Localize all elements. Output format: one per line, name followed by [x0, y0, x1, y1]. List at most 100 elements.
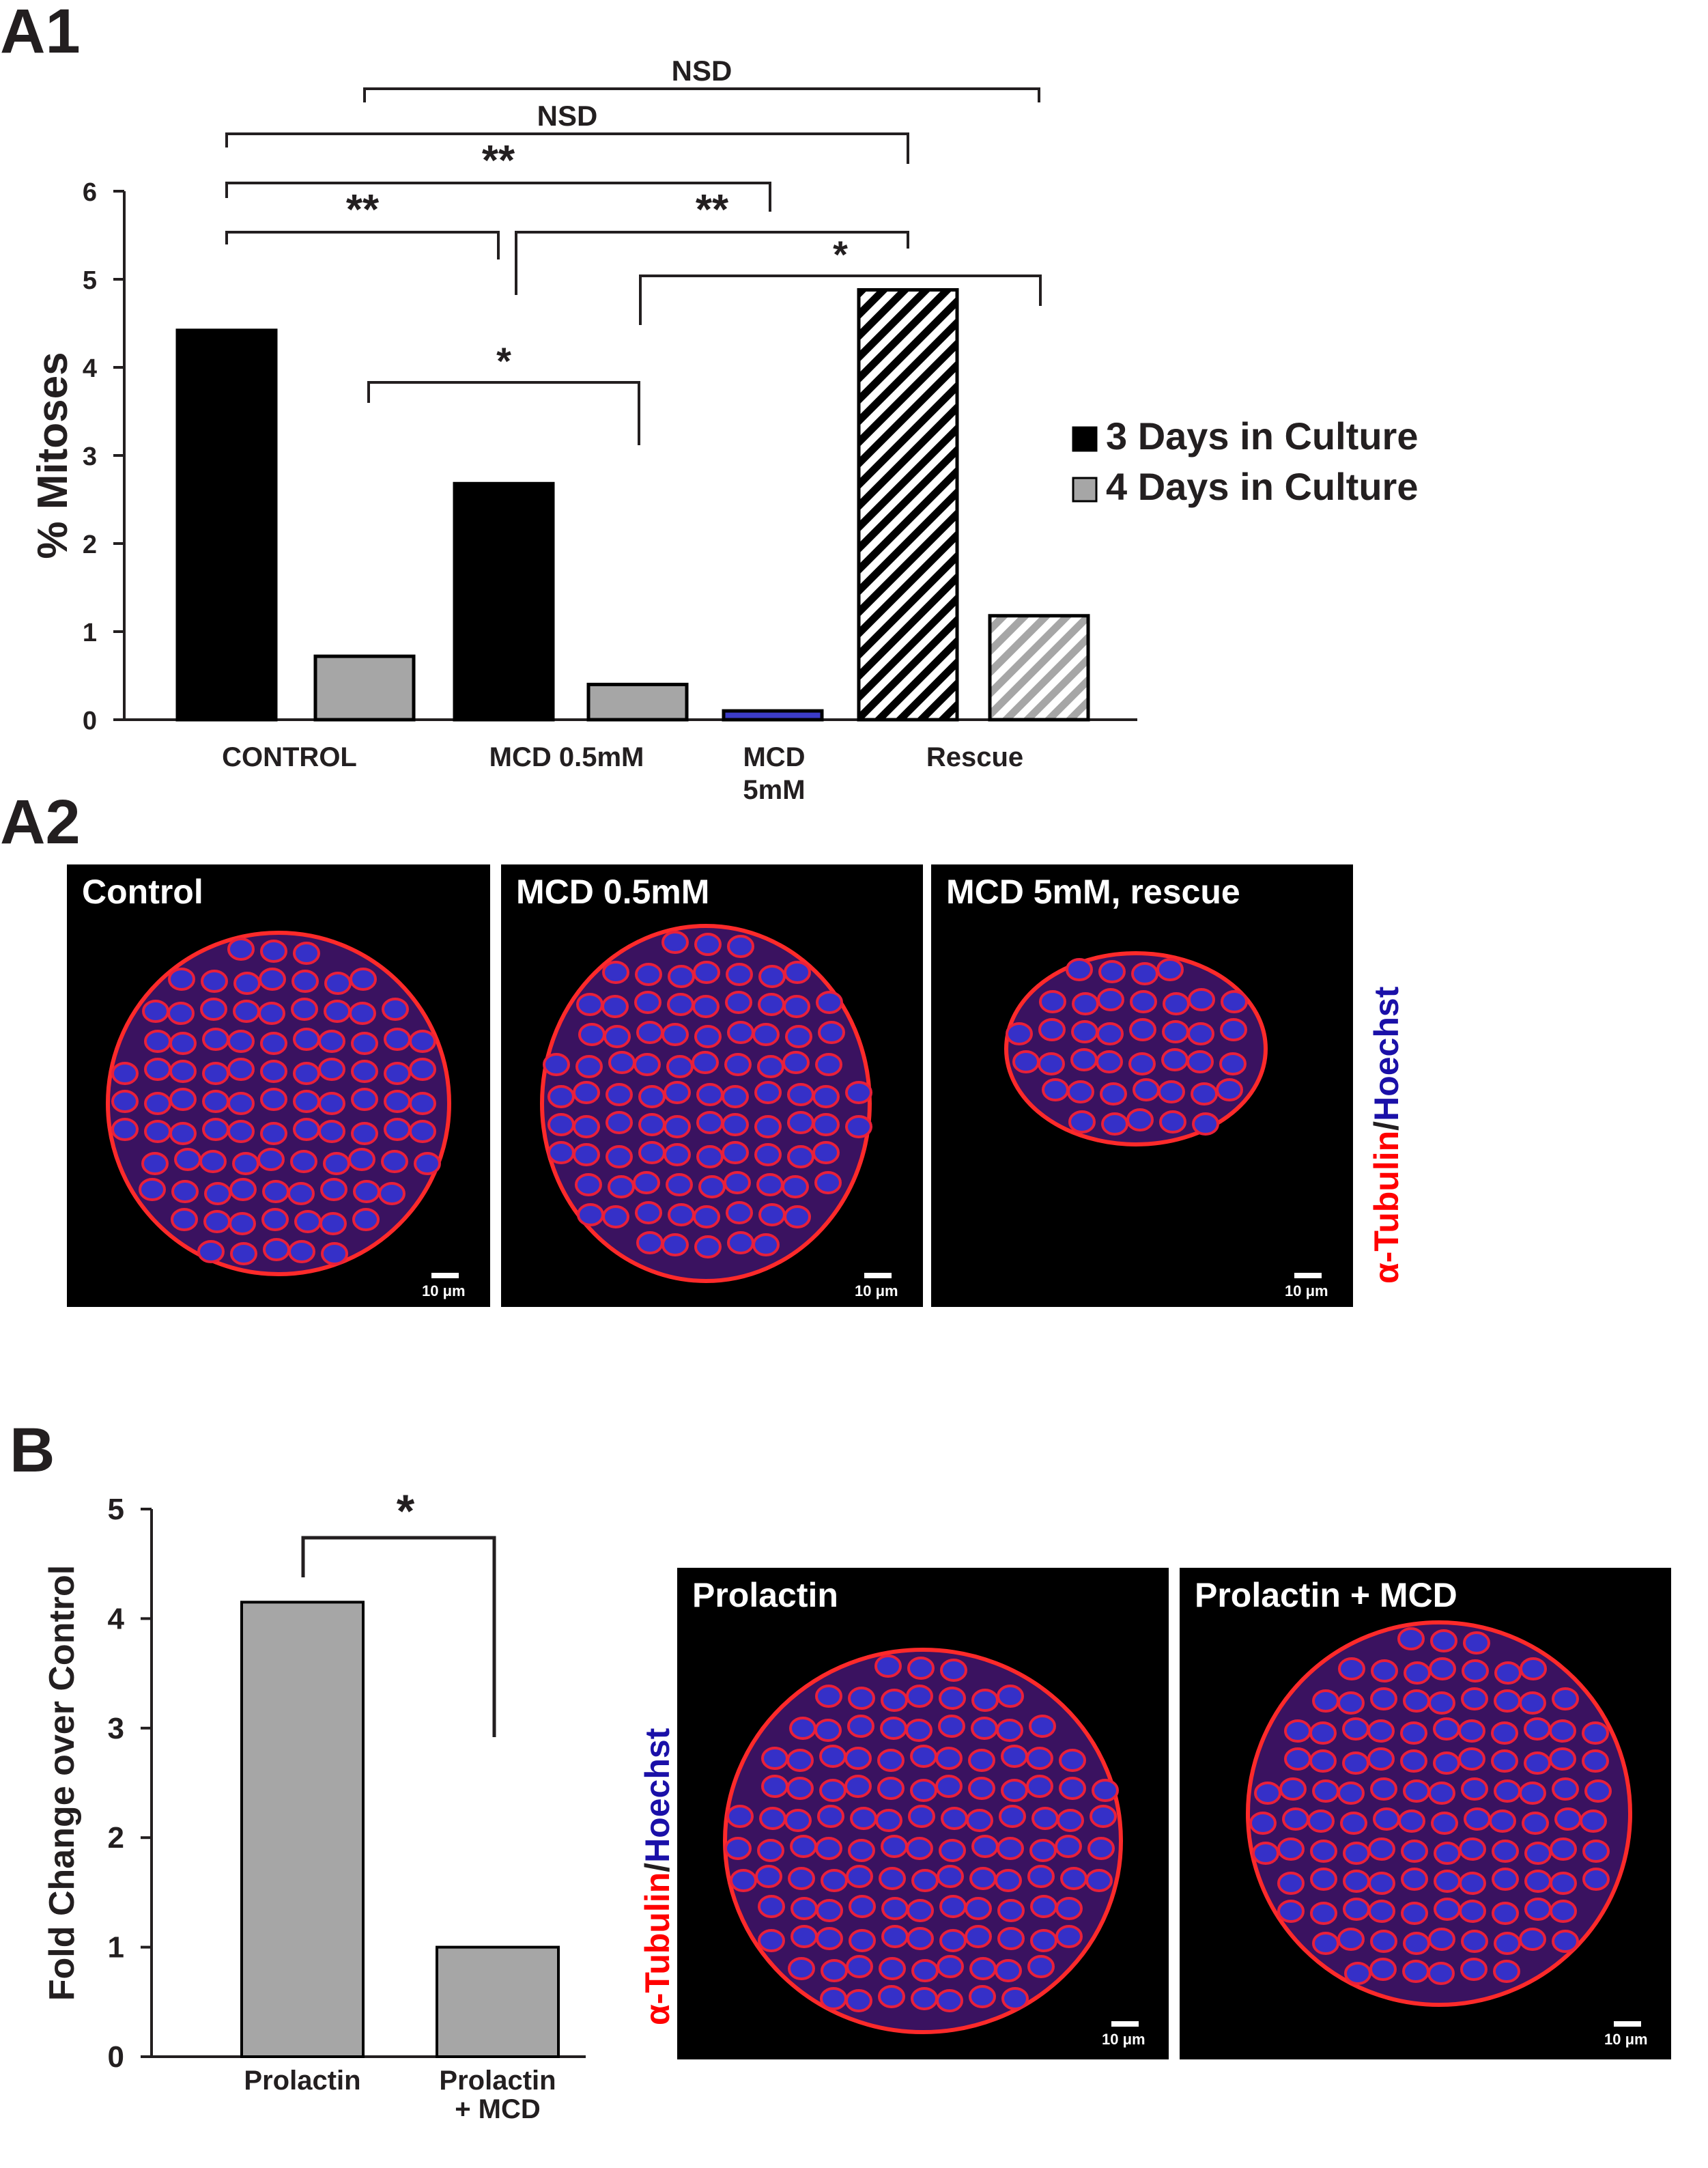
nucleus [939, 1929, 967, 1952]
nucleus [1090, 1805, 1117, 1828]
nucleus [257, 1148, 285, 1171]
nucleus [1367, 1719, 1395, 1743]
nucleus [290, 1150, 317, 1173]
nucleus [971, 1835, 999, 1858]
nucleus [911, 1959, 939, 1982]
nucleus [1582, 1868, 1610, 1891]
nucleus [320, 1178, 347, 1201]
nucleus [755, 1865, 782, 1888]
nucleus [815, 1053, 842, 1076]
nucleus [1400, 1749, 1427, 1773]
nucleus [288, 1240, 315, 1263]
nucleus [1461, 1687, 1488, 1711]
category-label: CONTROL [222, 742, 357, 772]
nucleus [724, 1053, 752, 1076]
nucleus [1400, 1721, 1427, 1745]
nucleus [353, 1180, 380, 1203]
bar-0 [240, 1601, 365, 2059]
nucleus [606, 1111, 633, 1134]
nucleus [1401, 1840, 1428, 1863]
nucleus [1030, 1895, 1057, 1918]
nucleus [1582, 1749, 1609, 1773]
nucleus [1042, 1078, 1069, 1101]
nucleus [578, 1023, 606, 1046]
nucleus [1552, 1687, 1579, 1711]
micrograph-mcd-05: MCD 0.5mM 10 μm [501, 864, 923, 1307]
nucleus [1312, 1779, 1339, 1803]
sig-label: * [397, 1485, 415, 1537]
nucleus [262, 1180, 289, 1203]
nucleus [638, 1141, 666, 1164]
nucleus [1161, 1048, 1189, 1071]
nucleus [1368, 1900, 1395, 1923]
nucleus [693, 961, 720, 984]
nucleus [724, 1171, 751, 1194]
nucleus [1057, 1809, 1084, 1832]
nucleus [815, 1685, 842, 1708]
nucleus [1522, 1812, 1549, 1835]
y-tick-label: 4 [108, 1602, 125, 1635]
nucleus [722, 1141, 749, 1164]
nucleus [260, 1060, 287, 1083]
nucleus [141, 1152, 169, 1175]
nucleus [202, 1090, 229, 1113]
nucleus [667, 993, 694, 1016]
nucleus [937, 1865, 964, 1888]
nucleus [1344, 1962, 1371, 1985]
nucleus [661, 931, 689, 954]
nucleus [1310, 1840, 1337, 1863]
nucleus [666, 1055, 694, 1078]
nucleus [1401, 1868, 1428, 1891]
image-title: Prolactin [692, 1576, 838, 1614]
nucleus [971, 1689, 999, 1712]
nucleus [1006, 1022, 1033, 1045]
nucleus [814, 1171, 842, 1194]
nucleus [782, 1051, 810, 1074]
nucleus [1055, 1925, 1083, 1948]
nucleus [1158, 1080, 1185, 1103]
panel-label-b: B [10, 1416, 55, 1485]
nucleus [1012, 1050, 1040, 1073]
nucleus [881, 1925, 909, 1948]
nucleus [1337, 1782, 1365, 1805]
nucleus [849, 1929, 876, 1952]
sig-control-mcd05-4d [367, 381, 640, 445]
nucleus [227, 938, 255, 961]
nucleus [1030, 1929, 1057, 1952]
cell-cluster-image [106, 931, 451, 1276]
nucleus [1159, 1110, 1186, 1134]
nucleus [880, 1717, 907, 1740]
nucleus [1582, 1840, 1610, 1863]
nucleus [324, 1000, 351, 1023]
nucleus [635, 1201, 662, 1224]
nucleus [816, 1899, 843, 1922]
nucleus [260, 1088, 287, 1111]
stain-label-a2: α-Tubulin/Hoechst [1367, 987, 1406, 1284]
nucleus [758, 1895, 785, 1918]
category-label: + MCD [455, 2094, 541, 2124]
stain-red-text: α-Tubulin [1367, 1130, 1406, 1284]
nucleus [263, 1238, 290, 1261]
nucleus [635, 963, 662, 986]
nucleus [997, 1837, 1024, 1860]
nucleus [696, 1111, 724, 1134]
nucleus [1156, 958, 1184, 981]
nucleus [692, 995, 720, 1018]
nucleus [1584, 1779, 1612, 1803]
nucleus [1055, 1897, 1083, 1920]
nucleus [911, 1869, 939, 1892]
nucleus [293, 1090, 320, 1113]
scale-bar [431, 1273, 459, 1278]
nucleus [573, 1081, 600, 1104]
nucleus [758, 965, 786, 988]
nucleus [881, 1835, 908, 1858]
nucleus [602, 961, 629, 984]
nucleus [1312, 1689, 1339, 1713]
nucleus [1126, 1108, 1154, 1131]
nucleus [1367, 1747, 1395, 1771]
nucleus [1096, 1022, 1124, 1045]
sig-nsd-top [363, 87, 1040, 102]
nucleus [1029, 1839, 1057, 1862]
y-tick-label: 1 [108, 1931, 124, 1965]
nucleus [971, 1717, 998, 1740]
